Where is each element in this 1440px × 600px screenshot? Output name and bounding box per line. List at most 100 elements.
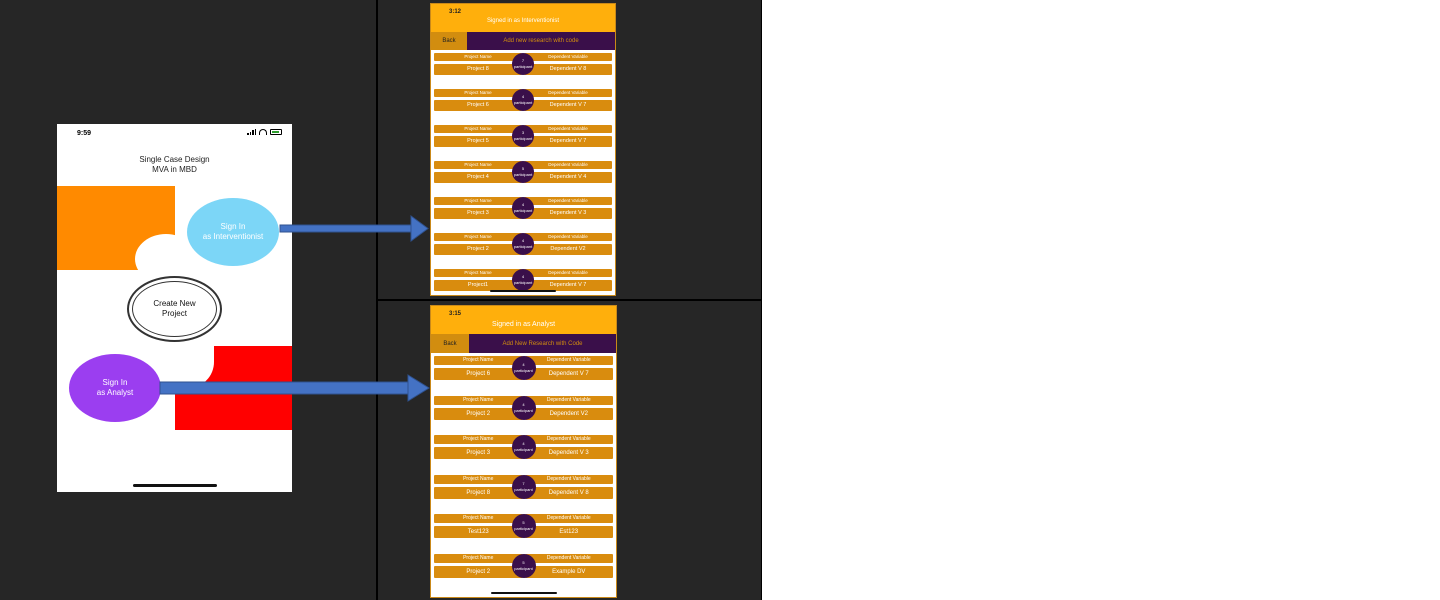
status-time: 9:59	[77, 130, 92, 137]
dependent-variable: Dependent V 7	[524, 100, 612, 111]
dependent-variable: Dependent V 3	[524, 208, 612, 219]
project-name: Project 3	[434, 447, 523, 459]
participant-label: participant	[514, 486, 533, 492]
inner-ring	[132, 281, 217, 337]
participant-count: 4	[521, 274, 525, 279]
dependent-variable-header: Dependent Variable	[524, 435, 613, 444]
participant-count: 5	[521, 166, 525, 171]
dependent-variable-header: Dependent Variable	[524, 233, 612, 241]
participant-count: 4	[521, 238, 525, 243]
dependent-variable: Dependent V2	[524, 407, 613, 420]
participant-label: participant	[513, 208, 533, 213]
red-notch	[162, 346, 214, 388]
card-value-row: Test123 Est123	[434, 526, 613, 538]
participant-count-badge: 4 participant	[512, 197, 534, 219]
header-title: Signed in as Analyst	[491, 321, 556, 328]
card-value-row: Project 8 Dependent V 8	[434, 64, 612, 75]
dependent-variable: Dependent V 4	[524, 172, 612, 183]
project-card[interactable]: Project Name Dependent Variable Test123 Est…	[434, 514, 613, 538]
participant-count-badge: 4 participant	[512, 89, 534, 111]
project-card[interactable]: Project Name Dependent Variable Project1 De…	[434, 269, 612, 291]
participant-label: participant	[513, 136, 533, 141]
back-button[interactable]: Back	[431, 32, 467, 50]
card-header-row: Project Name Dependent Variable	[434, 89, 612, 97]
project-name: Project 8	[434, 486, 523, 499]
sign-in-analyst-button[interactable]: Sign In as Analyst	[69, 354, 161, 422]
participant-count-badge: 7 participant	[511, 474, 536, 499]
project-name-header: Project Name	[434, 269, 522, 277]
participant-count: 4	[521, 202, 525, 207]
dependent-variable: Example DV	[524, 565, 613, 578]
sign-in-interventionist-button[interactable]: Sign In as Interventionist	[187, 198, 279, 266]
participant-label: participant	[513, 244, 533, 249]
project-name-header: Project Name	[434, 514, 523, 523]
add-research-button[interactable]: Add new research with code	[467, 32, 615, 50]
card-value-row: Project 4 Dependent V 4	[434, 172, 612, 183]
status-time: 3:12	[449, 9, 462, 15]
project-name-header: Project Name	[434, 197, 522, 205]
participant-count-badge: 5 participant	[512, 161, 534, 183]
project-name: Project1	[434, 280, 522, 291]
create-new-project-button[interactable]: Create New Project	[127, 276, 222, 342]
card-header-row: Project Name Dependent Variable	[434, 553, 613, 563]
header-bar: 3:12 Signed in as Interventionist	[431, 4, 615, 32]
card-header-row: Project Name Dependent Variable	[434, 161, 612, 169]
dependent-variable-header: Dependent Variable	[524, 89, 612, 97]
participant-count-badge: 5 participant	[511, 514, 536, 538]
dependent-variable-header: Dependent Variable	[524, 161, 612, 169]
card-header-row: Project Name Dependent Variable	[434, 474, 613, 484]
dependent-variable-header: Dependent Variable	[524, 53, 612, 61]
project-name-header: Project Name	[434, 125, 522, 133]
project-name: Project 2	[434, 407, 523, 420]
card-header-row: Project Name Dependent Variable	[434, 125, 612, 133]
card-header-row: Project Name Dependent Variable	[434, 435, 613, 444]
signal-icon	[247, 129, 256, 135]
participant-label: participant	[514, 368, 533, 373]
dependent-variable-header: Dependent Variable	[524, 269, 612, 277]
arrow-to-interventionist	[279, 215, 429, 242]
status-time: 3:15	[449, 311, 462, 317]
participant-count: 4	[522, 401, 525, 407]
project-name: Project 5	[434, 136, 522, 147]
dependent-variable: Dependent V 8	[524, 64, 612, 75]
project-name-header: Project Name	[434, 474, 523, 484]
back-button[interactable]: Back	[431, 334, 469, 353]
project-name: Project 3	[434, 208, 522, 219]
dependent-variable-header: Dependent Variable	[524, 474, 613, 484]
participant-count: 4	[522, 441, 525, 446]
card-value-row: Project1 Dependent V 7	[434, 280, 612, 291]
app-title-line2: MVA in MBD	[152, 165, 197, 174]
dependent-variable-header: Dependent Variable	[524, 514, 613, 523]
card-header-row: Project Name Dependent Variable	[434, 233, 612, 241]
project-name: Project 2	[434, 565, 523, 578]
dependent-variable: Dependent V2	[524, 244, 612, 255]
dependent-variable-header: Dependent Variable	[524, 356, 613, 365]
participant-count-badge: 4 participant	[512, 269, 534, 291]
participant-count: 7	[522, 480, 525, 486]
home-indicator	[490, 592, 557, 594]
orange-notch	[135, 234, 197, 284]
participant-label: participant	[514, 407, 533, 413]
participant-label: participant	[514, 565, 533, 571]
add-research-button[interactable]: Add New Research with Code	[469, 334, 616, 353]
nav-bar: Back Add New Research with Code	[431, 334, 616, 353]
project-name: Project 6	[434, 368, 523, 380]
app-title-line1: Single Case Design	[139, 155, 210, 164]
dependent-variable: Dependent V 7	[524, 280, 612, 291]
project-name: Project 4	[434, 172, 522, 183]
participant-count-badge: 4 participant	[512, 233, 534, 255]
participant-count-badge: 4 participant	[511, 435, 536, 459]
participant-label: participant	[514, 526, 533, 531]
